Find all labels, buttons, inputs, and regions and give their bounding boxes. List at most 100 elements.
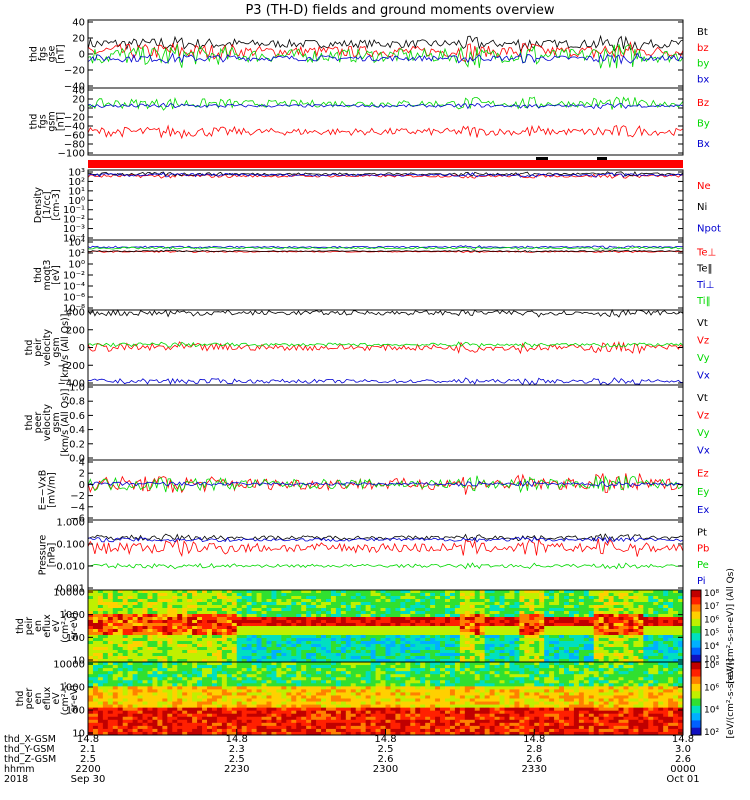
heatmap-cell [127,632,134,636]
heatmap-cell [360,653,367,657]
heatmap-cell [102,659,109,663]
heatmap-cell [608,608,614,612]
heatmap-cell [445,623,451,627]
heatmap-cell [112,689,119,693]
heatmap-cell [395,629,401,633]
heatmap-cell [152,599,158,603]
heatmap-cell [658,596,664,600]
heatmap-cell [271,665,277,669]
heatmap-cell [390,602,396,606]
heatmap-cell [102,677,109,681]
heatmap-cell [678,641,684,645]
heatmap-cell [102,716,109,721]
heatmap-cell [207,614,213,618]
heatmap-cell [157,623,163,627]
heatmap-cell [350,728,357,733]
heatmap-cell [271,647,277,651]
heatmap-cell [504,614,510,618]
heatmap-cell [246,671,253,675]
heatmap-cell [598,653,605,657]
heatmap-cell [147,623,153,627]
heatmap-cell [167,620,173,624]
heatmap-cell [360,608,367,612]
heatmap-cell [172,683,178,687]
heatmap-cell [316,620,322,624]
heatmap-cell [132,698,138,702]
heatmap-cell [400,659,406,663]
heatmap-cell [241,635,248,639]
heatmap-cell [167,674,173,678]
heatmap-cell [162,596,168,600]
heatmap-cell [653,599,659,603]
heatmap-cell [593,617,600,621]
heatmap-cell [330,692,337,696]
heatmap-cell [202,629,208,633]
heatmap-cell [340,623,347,627]
heatmap-cell [474,629,481,633]
heatmap-cell [390,686,396,690]
heatmap-cell [137,614,143,618]
heatmap-cell [519,605,525,609]
heatmap-cell [182,719,188,724]
heatmap-cell [390,704,396,709]
heatmap-cell [578,644,585,648]
heatmap-cell [440,713,446,718]
heatmap-cell [127,695,134,699]
heatmap-cell [564,635,570,639]
heatmap-cell [276,716,282,721]
heatmap-cell [549,635,555,639]
heatmap-cell [112,632,119,636]
heatmap-cell [544,626,550,630]
heatmap-cell [449,713,456,718]
heatmap-cell [445,716,451,721]
series-density-black [87,171,684,177]
heatmap-cell [529,659,535,663]
heatmap-cell [440,605,446,609]
heatmap-cell [167,656,173,660]
heatmap-cell [330,653,337,657]
heatmap-cell [231,713,238,718]
heatmap-cell [107,641,114,645]
heatmap-cell [355,650,362,654]
heatmap-cell [251,641,257,645]
heatmap-cell [256,611,262,615]
heatmap-cell [162,698,168,702]
heatmap-cell [608,629,614,633]
heatmap-cell [345,617,352,621]
heatmap-cell [623,617,629,621]
heatmap-cell [643,599,649,603]
heatmap-cell [410,674,416,678]
heatmap-cell [112,701,119,705]
heatmap-cell [207,710,213,715]
heatmap-cell [440,686,446,690]
heatmap-cell [88,638,94,642]
heatmap-cell [395,704,401,709]
heatmap-cell [251,680,257,684]
panel-density: 10³10²10¹10⁰10⁻¹10⁻²10⁻³10⁻⁴Density[1/cc… [33,168,721,245]
heatmap-cell [380,716,386,721]
heatmap-cell [296,665,302,669]
y-axis-label: peer [33,412,44,434]
heatmap-cell [211,632,218,636]
heatmap-cell [112,716,119,721]
heatmap-cell [301,644,307,648]
heatmap-cell [340,686,347,690]
heatmap-cell [529,611,535,615]
heatmap-cell [459,620,466,624]
heatmap-cell [588,623,595,627]
heatmap-cell [231,638,238,642]
heatmap-cell [276,686,282,690]
y-tick-label: 0 [79,343,85,354]
heatmap-cell [345,731,352,736]
heatmap-cell [568,617,575,621]
heatmap-cell [559,593,565,597]
heatmap-cell [291,656,297,660]
heatmap-cell [202,692,208,696]
heatmap-cell [420,704,426,709]
heatmap-cell [623,635,629,639]
heatmap-cell [499,635,505,639]
heatmap-cell [479,596,486,600]
heatmap-cell [425,710,431,715]
heatmap-cell [603,614,610,618]
heatmap-cell [236,719,243,724]
